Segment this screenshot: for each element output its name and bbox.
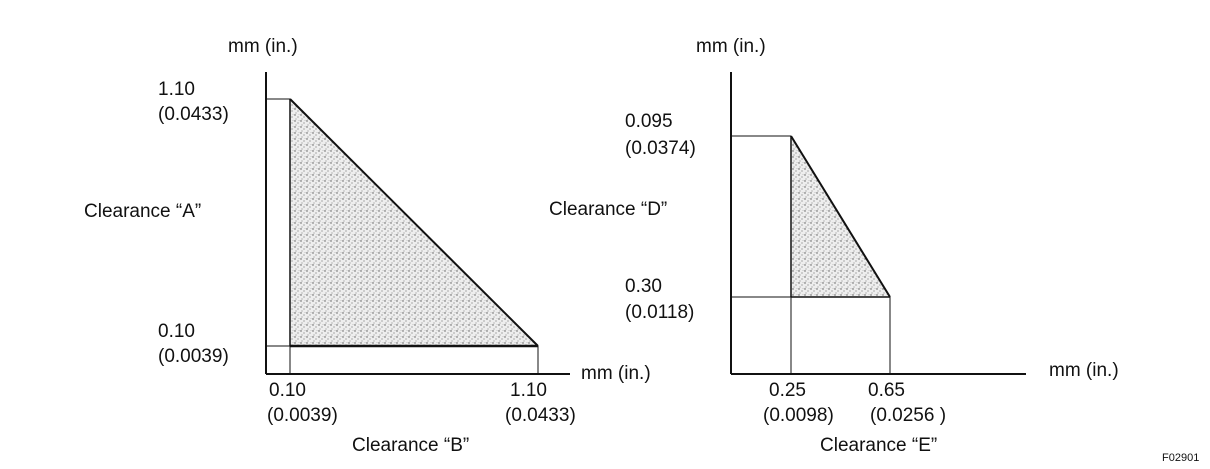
right-y-unit: mm (in.) xyxy=(696,36,766,57)
left-y-tick-top-in: (0.0433) xyxy=(158,104,229,125)
left-x-tick-left-mm: 0.10 xyxy=(269,380,306,401)
left-y-tick-top-mm: 1.10 xyxy=(158,79,195,100)
left-x-tick-right-mm: 1.10 xyxy=(510,380,547,401)
left-x-axis-title: Clearance “B” xyxy=(352,435,470,456)
left-chart xyxy=(265,72,570,375)
left-x-unit: mm (in.) xyxy=(581,363,651,384)
right-x-tick-left-mm: 0.25 xyxy=(769,380,806,401)
left-region-edge-hyp xyxy=(289,98,539,347)
left-y-unit: mm (in.) xyxy=(228,36,298,57)
left-y-tick-bottom-in: (0.0039) xyxy=(158,346,229,367)
figure-code: F02901 xyxy=(1162,452,1200,464)
left-x-tick-left-in: (0.0039) xyxy=(267,405,338,426)
right-region-edge-hyp xyxy=(790,135,891,298)
left-y-tick-bottom-mm: 0.10 xyxy=(158,321,195,342)
right-x-tick-right-in: (0.0256 ) xyxy=(870,405,947,426)
left-x-tick-right-in: (0.0433) xyxy=(505,405,576,426)
right-x-unit: mm (in.) xyxy=(1049,360,1119,381)
right-y-tick-top-mm: 0.095 xyxy=(625,111,673,132)
right-y-axis-title: Clearance “D” xyxy=(549,199,668,220)
right-y-tick-bottom-in: (0.0118) xyxy=(625,302,695,323)
left-y-axis-title: Clearance “A” xyxy=(84,201,202,222)
right-x-tick-left-in: (0.0098) xyxy=(763,405,834,426)
right-x-tick-right-mm: 0.65 xyxy=(868,380,905,401)
right-x-axis-title: Clearance “E” xyxy=(820,435,938,456)
right-y-tick-bottom-mm: 0.30 xyxy=(625,276,662,297)
right-y-tick-top-in: (0.0374) xyxy=(625,138,696,159)
right-chart xyxy=(730,72,1026,375)
